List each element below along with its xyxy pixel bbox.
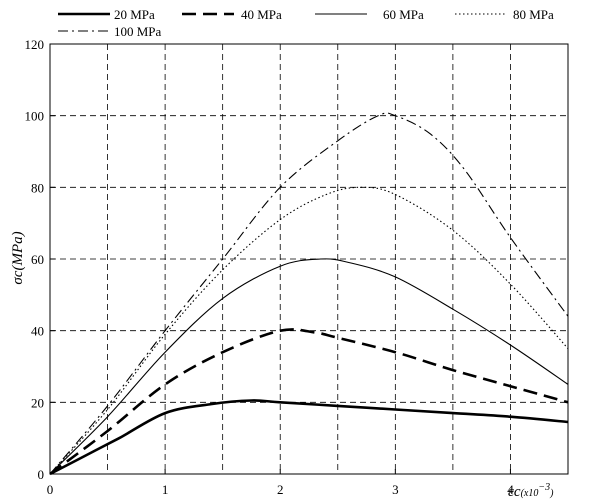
x-axis-label: εc(x10−3) [508,482,554,500]
legend-label: 60 MPa [383,7,424,22]
grid [50,44,568,474]
y-axis-label: σc(MPa) [10,231,26,284]
series-line-40-mpa [49,328,569,476]
series-line-100-mpa [49,112,569,475]
series-line-60-mpa [49,258,569,475]
y-tick-label: 120 [25,37,45,52]
series-line-20-mpa [49,399,569,476]
series-layer [49,112,569,476]
x-tick-label: 1 [162,482,169,497]
legend-label: 100 MPa [114,24,162,39]
x-tick-label: 2 [277,482,284,497]
x-tick-label: 4 [507,482,514,497]
series-line-80-mpa [49,186,569,475]
y-tick-label: 100 [25,109,45,124]
y-tick-label: 60 [31,252,44,267]
legend: 20 MPa 40 MPa 60 MPa 80 MPa 100 MPa [58,7,554,39]
y-tick-label: 80 [31,180,44,195]
y-tick-label: 0 [38,467,45,482]
legend-label: 80 MPa [513,7,554,22]
legend-label: 20 MPa [114,7,155,22]
x-tick-label: 3 [392,482,399,497]
x-tick-label: 0 [47,482,54,497]
y-tick-label: 40 [31,324,44,339]
y-tick-label: 20 [31,395,44,410]
legend-label: 40 MPa [241,7,282,22]
